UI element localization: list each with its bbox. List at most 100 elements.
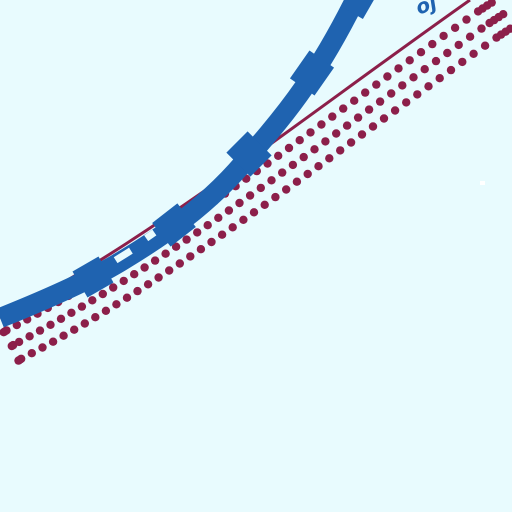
boundary-dot bbox=[375, 97, 385, 106]
boundary-dot bbox=[165, 266, 174, 275]
boundary-dot bbox=[171, 242, 181, 251]
boundary-dot bbox=[310, 145, 319, 154]
boundary-dot bbox=[12, 320, 21, 330]
boundary-dot bbox=[299, 152, 308, 162]
boundary-dot bbox=[325, 154, 334, 163]
boundary-dot bbox=[336, 146, 345, 155]
boundary-dot bbox=[314, 162, 323, 171]
boundary-dot bbox=[154, 273, 163, 282]
boundary-dot bbox=[342, 121, 352, 130]
boundary-dot bbox=[91, 313, 100, 322]
map-speck bbox=[480, 181, 485, 185]
boundary-dot bbox=[394, 64, 403, 73]
boundary-dot bbox=[443, 48, 452, 58]
boundary-dot bbox=[398, 81, 407, 90]
boundary-dot bbox=[454, 40, 463, 50]
route-block bbox=[343, 0, 378, 19]
route-gap bbox=[144, 229, 157, 242]
route-block bbox=[72, 256, 114, 298]
boundary-dot bbox=[431, 56, 441, 66]
boundary-dot bbox=[368, 122, 378, 131]
boundary-dot bbox=[112, 300, 121, 309]
route-blocks bbox=[72, 0, 378, 298]
boundary-dot bbox=[506, 24, 512, 33]
boundary-dot bbox=[38, 343, 47, 352]
boundary-dot bbox=[130, 270, 139, 279]
boundary-dot bbox=[182, 235, 191, 244]
boundary-dot bbox=[217, 230, 227, 239]
boundary-dot bbox=[424, 82, 433, 91]
boundary-dot bbox=[98, 289, 108, 299]
boundary-dot bbox=[256, 183, 265, 193]
boundary-dot bbox=[175, 259, 184, 268]
boundary-dot bbox=[332, 129, 341, 138]
boundary-dot bbox=[361, 88, 370, 97]
boundary-dot bbox=[480, 41, 490, 50]
boundary-dot bbox=[450, 23, 460, 32]
boundary-dot bbox=[207, 237, 216, 247]
boundary-dot bbox=[383, 72, 392, 81]
boundary-dot bbox=[2, 326, 11, 335]
boundary-dot bbox=[59, 331, 68, 340]
boundary-dot bbox=[119, 276, 128, 286]
boundary-dot bbox=[303, 169, 312, 179]
boundary-dot bbox=[462, 15, 471, 24]
boundary-dot bbox=[465, 32, 475, 41]
boundary-dot bbox=[350, 96, 359, 105]
boundary-dot bbox=[48, 337, 58, 346]
boundary-dot bbox=[288, 160, 298, 170]
boundary-dot bbox=[420, 65, 429, 74]
boundary-dot bbox=[140, 263, 149, 272]
boundary-dot bbox=[193, 228, 202, 237]
boundary-dot bbox=[282, 185, 291, 194]
boundary-dot bbox=[328, 112, 337, 121]
boundary-dot bbox=[245, 191, 255, 200]
route-gap bbox=[113, 247, 133, 264]
boundary-dot bbox=[271, 192, 280, 202]
boundary-dot bbox=[224, 206, 234, 215]
boundary-dot bbox=[80, 319, 90, 328]
boundary-dot bbox=[469, 49, 478, 58]
boundary-dot bbox=[239, 215, 248, 224]
boundary-dot bbox=[321, 137, 330, 146]
boundary-dot bbox=[235, 198, 244, 208]
boundary-dot bbox=[317, 120, 326, 129]
boundary-dot bbox=[27, 349, 36, 358]
boundary-dot bbox=[133, 286, 142, 296]
boundary-dot bbox=[228, 223, 237, 232]
boundary-dot bbox=[25, 332, 34, 341]
boundary-dot bbox=[17, 354, 26, 363]
boundary-dot bbox=[122, 293, 132, 302]
boundary-dot bbox=[428, 39, 437, 49]
boundary-dot bbox=[77, 302, 87, 311]
boundary-dot bbox=[101, 306, 111, 315]
boundary-dot bbox=[416, 48, 426, 57]
boundary-dot bbox=[435, 74, 444, 83]
boundary-dot bbox=[458, 57, 467, 67]
boundary-dot bbox=[186, 252, 195, 261]
boundary-dot bbox=[88, 296, 97, 305]
route-gaps bbox=[113, 229, 157, 264]
boundary-dot bbox=[260, 200, 269, 209]
boundary-dot bbox=[364, 105, 374, 114]
boundary-dot bbox=[292, 177, 302, 186]
boundary-dot bbox=[379, 114, 389, 123]
boundary-dot bbox=[446, 65, 456, 75]
boundary-dot bbox=[477, 24, 486, 33]
corner-label: oj bbox=[412, 0, 441, 19]
route-block bbox=[226, 131, 272, 177]
boundary-dot bbox=[439, 31, 448, 41]
boundary-dot bbox=[405, 56, 414, 65]
boundary-dot bbox=[306, 128, 315, 137]
boundary-dot bbox=[409, 73, 418, 82]
boundary-dot bbox=[56, 314, 66, 323]
boundary-dot bbox=[487, 0, 496, 7]
boundary-dot bbox=[249, 208, 259, 217]
boundary-dot bbox=[353, 113, 363, 122]
boundary-dot bbox=[196, 245, 206, 254]
boundary-dot bbox=[295, 136, 304, 145]
boundary-dot bbox=[214, 213, 223, 222]
route-block bbox=[152, 203, 196, 247]
